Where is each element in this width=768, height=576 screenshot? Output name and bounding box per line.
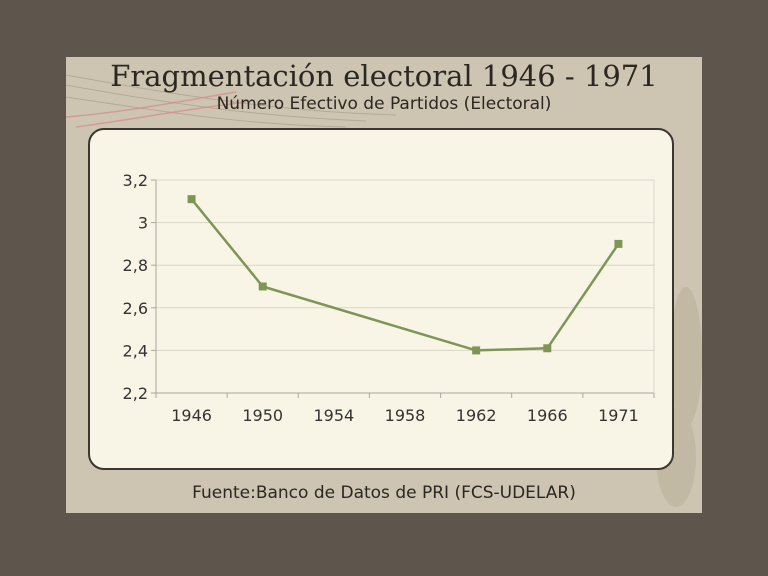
y-tick-label: 3,2 bbox=[123, 171, 148, 190]
x-tick-label: 1954 bbox=[313, 406, 354, 425]
y-tick-label: 3 bbox=[138, 214, 148, 233]
y-tick-label: 2,6 bbox=[123, 299, 148, 318]
data-point bbox=[258, 282, 267, 291]
data-point bbox=[187, 195, 196, 204]
y-tick-label: 2,4 bbox=[123, 341, 148, 360]
series-line bbox=[190, 198, 620, 352]
slide-title: Fragmentación electoral 1946 - 1971 bbox=[110, 59, 658, 93]
data-point bbox=[614, 239, 623, 248]
slide-subtitle: Número Efectivo de Partidos (Electoral) bbox=[216, 94, 552, 114]
x-tick-label: 1971 bbox=[598, 406, 639, 425]
x-tick-label: 1958 bbox=[385, 406, 426, 425]
line-chart: 2,2 2,4 2,6 2,8 3 3,2 1946 1950 1954 1958 1962 1966… bbox=[123, 171, 655, 425]
data-point bbox=[472, 346, 481, 355]
x-tick-label: 1946 bbox=[171, 406, 212, 425]
x-tick-label: 1966 bbox=[527, 406, 568, 425]
y-tick-label: 2,2 bbox=[123, 384, 148, 403]
source-note: Fuente:Banco de Datos de PRI (FCS-UDELAR… bbox=[192, 483, 576, 503]
chart-panel: 2,2 2,4 2,6 2,8 3 3,2 1946 1950 1954 1958 1962 1966… bbox=[88, 128, 674, 470]
slide: Fragmentación electoral 1946 - 1971 Núme… bbox=[66, 57, 702, 513]
decorative-background bbox=[66, 74, 702, 507]
x-tick-label: 1962 bbox=[456, 406, 497, 425]
data-point bbox=[543, 344, 552, 353]
x-tick-label: 1950 bbox=[242, 406, 283, 425]
y-tick-label: 2,8 bbox=[123, 256, 148, 275]
